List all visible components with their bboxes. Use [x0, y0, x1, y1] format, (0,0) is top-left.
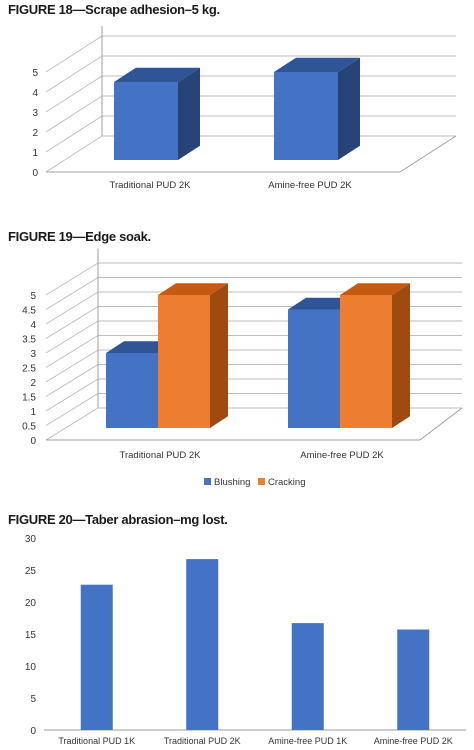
y-tick-label: 4.5: [22, 306, 36, 317]
bar-blushing-1: [106, 353, 158, 428]
grid-line-side: [45, 262, 99, 296]
figure-18-title: FIGURE 18—Scrape adhesion–5 kg.: [8, 2, 220, 17]
bar-cracking-2: [340, 295, 392, 428]
y-tick-label: 2: [32, 128, 38, 139]
y-tick-label: 0: [30, 436, 36, 447]
grid-line-side: [45, 277, 99, 310]
figure-19-chart: 0 0.5 1 1.5 2 2.5 3 3.5 4 4.5 5 Traditional PUD 2K A…: [22, 248, 463, 488]
y-tick-label: 10: [25, 662, 37, 673]
bar-4: [397, 629, 430, 730]
y-tick-label: 4: [32, 88, 38, 99]
y-tick-label: 20: [25, 598, 37, 609]
grid-line-side: [45, 335, 99, 368]
x-category-label: Amine-free PUD 2K: [268, 180, 352, 191]
y-tick-label: 5: [32, 68, 38, 79]
figure-18-chart: 0 1 2 3 4 5 Traditional PUD 2K Amine-free PUD 2…: [32, 26, 457, 191]
y-tick-label: 3: [32, 108, 38, 119]
grid-line-side: [45, 95, 103, 133]
bar-cracking-2-side: [392, 283, 410, 428]
bar-cracking-2-top: [340, 283, 410, 295]
grid-line-side: [45, 393, 99, 426]
bar-1: [80, 584, 113, 730]
y-tick-label: 1.5: [22, 393, 36, 404]
bar-1-top: [114, 67, 200, 82]
x-category-label: Traditional PUD 1K: [58, 736, 135, 746]
bar-cracking-1-side: [210, 283, 228, 428]
y-tick-label: 2.5: [22, 364, 36, 375]
y-tick-label: 1: [32, 148, 38, 159]
y-tick-label: 3: [30, 349, 36, 360]
x-category-label: Amine-free PUD 2K: [374, 736, 453, 746]
legend-label-cracking: Cracking: [268, 477, 306, 488]
y-tick-label: 25: [25, 566, 37, 577]
floor-right-edge: [419, 407, 463, 441]
x-category-label: Traditional PUD 2K: [120, 450, 202, 461]
grid-line-side: [45, 306, 99, 339]
legend-label-blushing: Blushing: [214, 477, 250, 488]
bar-3: [291, 623, 324, 730]
y-tick-label: 2: [30, 378, 36, 389]
y-tick-label: 5: [30, 694, 36, 705]
y-tick-label: 3.5: [22, 335, 36, 346]
grid-line-side: [45, 115, 103, 153]
grid-line-side: [45, 35, 103, 73]
y-tick-label: 30: [25, 534, 37, 545]
y-tick-label: 1: [30, 407, 36, 418]
bar-cracking-1: [158, 295, 210, 428]
grid-line-side: [45, 349, 99, 383]
floor-right-edge: [399, 135, 457, 173]
y-tick-label: 5: [30, 291, 36, 302]
y-tick-label: 15: [25, 630, 37, 641]
y-tick-label: 0.5: [22, 422, 36, 433]
grid-line-side: [45, 364, 99, 397]
bar-cracking-1-top: [158, 283, 228, 295]
bar-1: [114, 82, 178, 160]
legend-swatch-blushing: [204, 478, 211, 485]
grid-line-side: [45, 291, 99, 325]
grid-line-side: [45, 378, 99, 412]
bar-blushing-2: [288, 309, 340, 428]
bar-1-side: [178, 67, 200, 160]
figure-19-title: FIGURE 19—Edge soak.: [8, 229, 151, 244]
grid-line-side: [45, 55, 103, 93]
grid-line-side: [45, 135, 103, 173]
grid-line-side: [45, 320, 99, 354]
legend-swatch-cracking: [258, 478, 265, 485]
x-category-label: Traditional PUD 2K: [110, 180, 192, 191]
figure-20-title: FIGURE 20—Taber abrasion–mg lost.: [8, 512, 228, 527]
grid-line-side: [45, 407, 99, 441]
x-category-label: Traditional PUD 2K: [164, 736, 241, 746]
bar-2-top: [274, 57, 360, 72]
y-tick-label: 0: [32, 168, 38, 179]
bar-2: [274, 72, 338, 160]
bar-2: [186, 559, 219, 730]
bar-2-side: [338, 57, 360, 161]
y-tick-label: 4: [30, 320, 36, 331]
x-category-label: Amine-free PUD 1K: [268, 736, 347, 746]
x-category-label: Amine-free PUD 2K: [300, 450, 384, 461]
figure-20-chart: 0 5 10 15 20 25 30 Traditional PUD 1K Traditiona…: [25, 534, 466, 746]
y-tick-label: 0: [30, 726, 36, 737]
grid-line-side: [45, 75, 103, 113]
